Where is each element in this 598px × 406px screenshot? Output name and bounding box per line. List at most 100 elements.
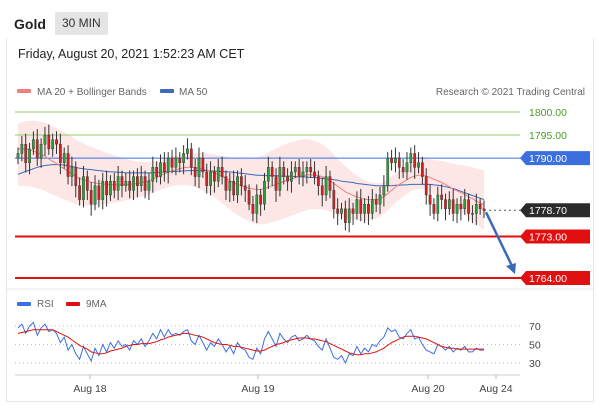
candle bbox=[336, 198, 340, 225]
candle bbox=[85, 170, 89, 201]
candle-body bbox=[55, 139, 58, 145]
candle bbox=[105, 170, 108, 207]
candle bbox=[82, 165, 85, 208]
candle bbox=[417, 152, 420, 174]
chart-datetime: Friday, August 20, 2021 1:52:23 AM CET bbox=[18, 47, 245, 61]
candle bbox=[178, 152, 182, 173]
x-tick-label: Aug 20 bbox=[411, 383, 444, 395]
candle bbox=[347, 198, 351, 233]
x-axis: Aug 18 Aug 19 Aug 20 Aug 24 bbox=[15, 374, 520, 395]
candle bbox=[24, 133, 28, 173]
level-label-1790.00: 1790.00 bbox=[529, 153, 567, 165]
ma50-line bbox=[17, 164, 485, 201]
candle bbox=[286, 168, 289, 191]
level-tag-1773.00: 1773.00 bbox=[520, 229, 590, 244]
candle bbox=[459, 195, 463, 221]
candle-body bbox=[432, 204, 436, 214]
candle bbox=[59, 133, 62, 175]
candle bbox=[89, 182, 93, 216]
legend-rsi-label: RSI bbox=[37, 299, 54, 310]
instrument-title: Gold bbox=[14, 16, 46, 32]
candle bbox=[474, 193, 478, 225]
candle bbox=[413, 145, 417, 179]
candle-body bbox=[409, 153, 413, 163]
candle-body bbox=[205, 171, 209, 186]
candle-body bbox=[24, 144, 28, 163]
candle-body bbox=[317, 176, 320, 186]
candle bbox=[482, 200, 486, 219]
rsi-line bbox=[17, 321, 484, 365]
candle-body bbox=[47, 134, 51, 150]
candle-body bbox=[390, 157, 393, 163]
candle-body bbox=[382, 185, 386, 196]
candle-body bbox=[116, 176, 120, 191]
timeframe-badge[interactable]: 30 MIN bbox=[55, 12, 108, 35]
level-tag-1790.00: 1790.00 bbox=[520, 151, 590, 166]
candle bbox=[421, 156, 424, 185]
candle bbox=[93, 175, 97, 211]
candle bbox=[436, 186, 440, 222]
candle-body bbox=[367, 204, 370, 214]
candle bbox=[35, 129, 39, 166]
candle bbox=[55, 131, 58, 154]
candle bbox=[282, 161, 286, 185]
candle-body bbox=[66, 153, 70, 177]
candle-body bbox=[251, 204, 255, 214]
candle-body bbox=[255, 194, 259, 214]
candle-body bbox=[459, 204, 463, 210]
candle bbox=[132, 170, 135, 201]
candle-body bbox=[386, 157, 390, 186]
candle-body bbox=[355, 199, 359, 214]
candle bbox=[324, 165, 328, 201]
candle-body bbox=[224, 176, 228, 191]
candle bbox=[266, 156, 270, 190]
credit-text: Research © 2021 Trading Central bbox=[436, 87, 585, 98]
candle bbox=[39, 138, 43, 168]
candle bbox=[224, 170, 228, 201]
candle bbox=[424, 168, 428, 205]
candle-body bbox=[378, 194, 382, 205]
candle bbox=[197, 147, 201, 189]
candle-body bbox=[290, 171, 293, 182]
chart-header: Gold 30 MIN bbox=[0, 0, 598, 46]
candle bbox=[112, 172, 116, 199]
candle-body bbox=[197, 157, 201, 177]
candle-body bbox=[328, 176, 332, 191]
candle-body bbox=[147, 180, 151, 191]
candle bbox=[274, 168, 278, 202]
candle bbox=[440, 184, 443, 210]
candle bbox=[109, 175, 112, 201]
candle bbox=[378, 186, 382, 214]
candle-body bbox=[324, 176, 328, 196]
candle-body bbox=[240, 176, 243, 186]
candle bbox=[259, 189, 262, 216]
candle bbox=[170, 149, 174, 174]
candle-body bbox=[201, 157, 205, 173]
candle-body bbox=[359, 199, 363, 214]
candle-body bbox=[174, 157, 178, 168]
candle-body bbox=[336, 208, 340, 214]
candle bbox=[143, 170, 147, 199]
candle-body bbox=[247, 190, 251, 205]
candle bbox=[451, 189, 455, 222]
candle-body bbox=[189, 148, 193, 168]
candle bbox=[147, 172, 151, 201]
candle-body bbox=[159, 162, 162, 177]
candle-body bbox=[413, 153, 417, 168]
candle bbox=[401, 159, 405, 178]
candle-body bbox=[278, 167, 282, 191]
candle bbox=[463, 189, 467, 215]
candle-body bbox=[193, 167, 197, 177]
candle bbox=[220, 156, 224, 185]
candle bbox=[116, 165, 120, 201]
candle-body bbox=[455, 204, 459, 214]
candle-body bbox=[120, 176, 124, 186]
candle-body bbox=[136, 176, 139, 186]
candle bbox=[213, 165, 216, 193]
candle bbox=[101, 172, 105, 210]
candle bbox=[301, 161, 305, 187]
level-label-1773.00: 1773.00 bbox=[529, 232, 567, 244]
candle-body bbox=[132, 176, 135, 191]
candle bbox=[370, 189, 374, 220]
candle-body bbox=[232, 180, 236, 196]
